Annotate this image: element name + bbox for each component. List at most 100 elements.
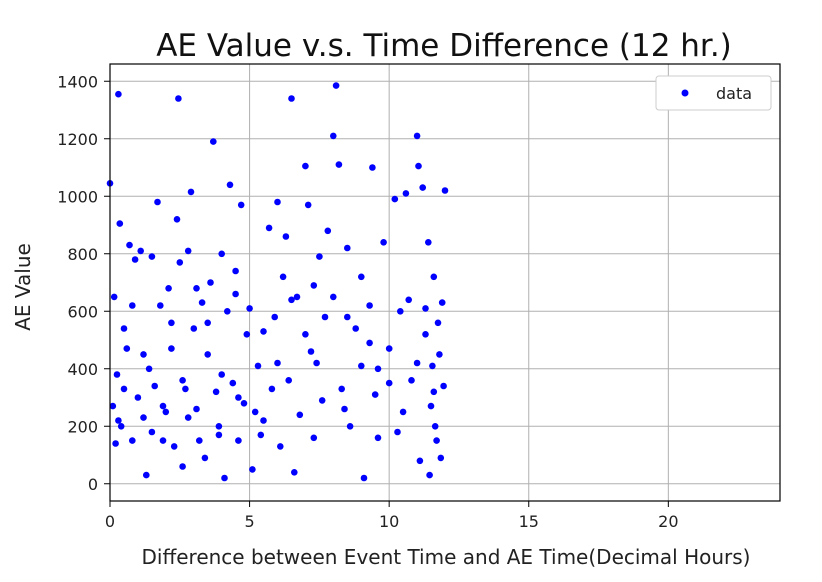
x-tick-label: 5 bbox=[244, 512, 254, 531]
y-tick-label: 1000 bbox=[57, 187, 98, 206]
data-point bbox=[296, 411, 304, 419]
data-point bbox=[318, 397, 326, 404]
data-point bbox=[246, 305, 253, 312]
data-point bbox=[422, 331, 429, 338]
data-point bbox=[341, 405, 348, 413]
data-point bbox=[187, 188, 195, 196]
data-point bbox=[240, 400, 248, 407]
data-point bbox=[437, 454, 445, 462]
data-point bbox=[131, 256, 139, 263]
data-point bbox=[265, 224, 273, 232]
data-point bbox=[440, 382, 447, 390]
data-point bbox=[274, 198, 281, 206]
data-point bbox=[366, 302, 373, 309]
data-point bbox=[157, 302, 164, 309]
data-point bbox=[193, 405, 200, 413]
data-point bbox=[330, 132, 337, 140]
data-point bbox=[162, 408, 170, 416]
data-point bbox=[302, 162, 309, 170]
data-point bbox=[344, 313, 351, 321]
data-point bbox=[120, 385, 128, 393]
data-point bbox=[302, 331, 309, 338]
data-point bbox=[434, 319, 442, 327]
data-point bbox=[330, 293, 337, 301]
data-point bbox=[369, 164, 376, 171]
data-point bbox=[148, 253, 156, 260]
data-point bbox=[405, 296, 413, 304]
data-point bbox=[344, 244, 351, 252]
data-point bbox=[182, 385, 189, 393]
data-point bbox=[145, 365, 153, 373]
data-point bbox=[224, 308, 231, 315]
data-point bbox=[176, 259, 184, 266]
data-point bbox=[215, 423, 223, 430]
y-tick-label: 1200 bbox=[57, 130, 98, 149]
data-point bbox=[385, 345, 393, 352]
data-point bbox=[419, 184, 427, 191]
data-point bbox=[165, 285, 172, 292]
data-point bbox=[408, 377, 415, 384]
data-point bbox=[237, 201, 245, 209]
data-point bbox=[433, 437, 440, 444]
data-point bbox=[441, 187, 449, 194]
data-point bbox=[218, 250, 225, 258]
legend-box bbox=[655, 75, 772, 111]
data-point bbox=[335, 161, 343, 168]
data-point bbox=[366, 339, 373, 347]
data-point bbox=[151, 382, 158, 390]
data-point bbox=[179, 463, 186, 470]
data-point bbox=[394, 428, 401, 436]
data-point bbox=[358, 362, 365, 370]
data-point bbox=[196, 437, 203, 444]
data-point bbox=[168, 345, 175, 352]
data-point bbox=[207, 279, 214, 286]
data-point bbox=[279, 273, 287, 281]
data-point bbox=[117, 423, 125, 430]
data-point bbox=[360, 474, 368, 482]
y-tick-label: 400 bbox=[67, 360, 98, 379]
data-point bbox=[184, 414, 192, 421]
data-point bbox=[324, 227, 332, 235]
data-point bbox=[288, 95, 295, 102]
data-point bbox=[249, 466, 256, 473]
data-point bbox=[159, 402, 167, 410]
data-point bbox=[438, 299, 446, 306]
data-point bbox=[293, 293, 301, 301]
data-point bbox=[271, 313, 279, 321]
data-point bbox=[316, 253, 323, 260]
x-tick-label: 20 bbox=[658, 512, 678, 531]
data-point bbox=[358, 273, 365, 281]
data-point bbox=[159, 437, 167, 444]
data-point bbox=[154, 198, 161, 206]
data-point bbox=[232, 267, 239, 275]
data-point bbox=[436, 351, 443, 358]
data-point bbox=[313, 359, 320, 367]
data-point bbox=[426, 471, 433, 479]
data-point bbox=[175, 95, 182, 102]
data-point bbox=[346, 423, 354, 430]
data-point bbox=[425, 239, 432, 246]
data-point bbox=[201, 454, 209, 462]
data-point bbox=[338, 385, 346, 393]
legend: data bbox=[655, 75, 772, 111]
data-point bbox=[212, 388, 220, 396]
data-point bbox=[184, 247, 192, 255]
data-point bbox=[413, 359, 421, 367]
data-point bbox=[416, 457, 424, 465]
data-point bbox=[304, 201, 312, 209]
data-point bbox=[385, 379, 393, 387]
data-point bbox=[430, 388, 438, 396]
x-tick-label: 10 bbox=[379, 512, 399, 531]
legend-marker bbox=[681, 89, 689, 97]
x-tick-label: 15 bbox=[519, 512, 539, 531]
grid bbox=[109, 64, 780, 501]
data-points bbox=[106, 82, 449, 482]
data-point bbox=[415, 162, 422, 170]
data-point bbox=[190, 325, 198, 332]
chart-title: AE Value v.s. Time Difference (12 hr.) bbox=[156, 28, 732, 64]
data-point bbox=[120, 325, 128, 332]
x-tick-label: 0 bbox=[105, 512, 115, 531]
data-point bbox=[402, 190, 410, 197]
data-point bbox=[277, 443, 284, 450]
